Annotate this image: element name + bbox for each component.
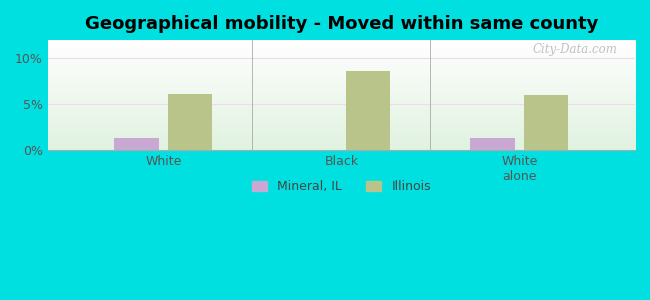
Bar — [471, 138, 515, 150]
Title: Geographical mobility - Moved within same county: Geographical mobility - Moved within sam… — [84, 15, 598, 33]
Bar — [346, 71, 390, 150]
Bar — [524, 95, 568, 150]
Text: City-Data.com: City-Data.com — [532, 44, 618, 56]
Legend: Mineral, IL, Illinois: Mineral, IL, Illinois — [248, 176, 435, 197]
Bar — [114, 138, 159, 150]
Bar — [168, 94, 213, 150]
